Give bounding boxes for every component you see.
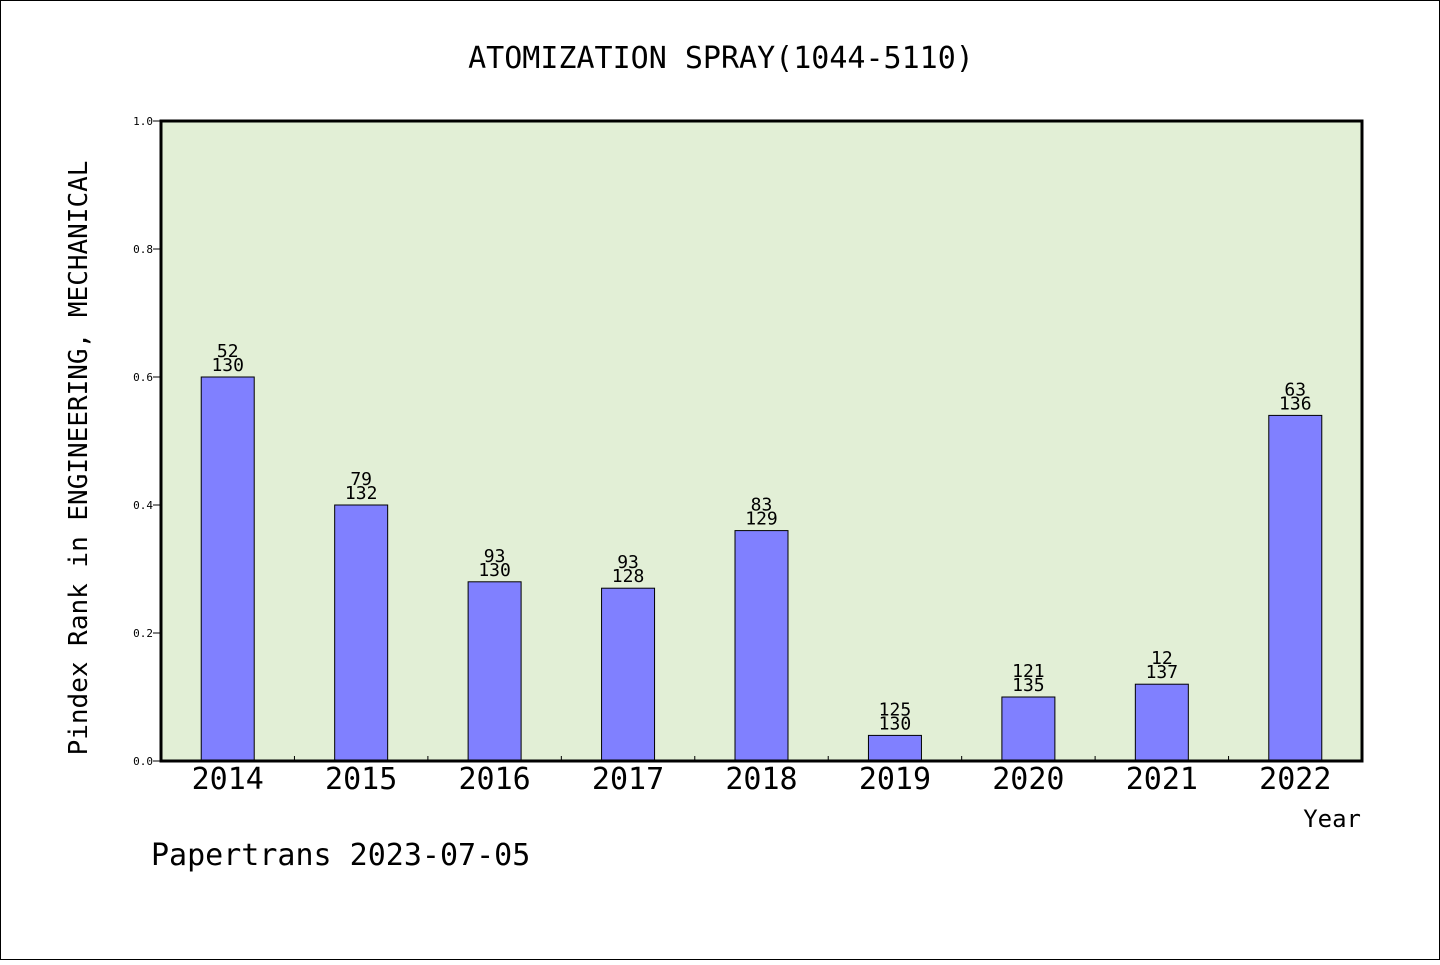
bar-2016 <box>467 581 522 762</box>
bar-rank-label: 125 <box>879 699 912 720</box>
chart-title: ATOMIZATION SPRAY(1044-5110) <box>468 41 974 76</box>
bar-total-label: 132 <box>345 483 378 504</box>
x-tick-label: 2014 <box>192 762 264 797</box>
bar-rank-label: 93 <box>484 546 506 567</box>
bar-2014 <box>200 376 255 762</box>
bar-total-label: 128 <box>612 566 645 587</box>
bar-rank-label: 79 <box>350 469 372 490</box>
bar-2017 <box>601 587 656 762</box>
bar-2018 <box>734 530 789 762</box>
bar-total-label: 135 <box>1012 675 1045 696</box>
plot-border <box>159 119 1364 763</box>
bar-total-label: 129 <box>745 509 778 530</box>
bar-2019 <box>867 734 922 762</box>
x-axis-label: Year <box>1303 805 1361 833</box>
y-tick-label: 1.0 <box>133 115 153 128</box>
x-tick-label: 2015 <box>325 762 397 797</box>
x-tick-label: 2021 <box>1126 762 1198 797</box>
bar-rank-label: 121 <box>1012 661 1045 682</box>
bar-rank-label: 83 <box>751 495 773 516</box>
y-tick-label: 0.8 <box>133 243 153 256</box>
bar-2015 <box>334 504 389 762</box>
bar-2020 <box>1001 696 1056 762</box>
y-tick-label: 0.4 <box>133 499 153 512</box>
bar-2021 <box>1134 683 1189 762</box>
x-tick-label: 2020 <box>992 762 1064 797</box>
bar-2022 <box>1268 414 1323 762</box>
x-tick-label: 2017 <box>592 762 664 797</box>
x-tick-label: 2019 <box>859 762 931 797</box>
bar-rank-label: 52 <box>217 341 239 362</box>
x-axis: 2014 2015 2016 2017 2018 2019 2020 2021 2022 <box>192 756 1331 797</box>
bar-rank-label: 63 <box>1284 379 1306 400</box>
footer-credit: Papertrans 2023-07-05 <box>151 838 530 873</box>
y-tick-label: 0.2 <box>133 627 153 640</box>
y-tick-label: 0.6 <box>133 371 153 384</box>
bar-total-label: 130 <box>879 713 912 734</box>
bar-rank-label: 12 <box>1151 648 1173 669</box>
x-tick-label: 2016 <box>458 762 530 797</box>
y-axis: 0.0 0.2 0.4 0.6 0.8 1.0 <box>133 115 161 768</box>
bar-total-label: 130 <box>211 355 244 376</box>
x-tick-label: 2018 <box>725 762 797 797</box>
bar-total-label: 130 <box>478 560 511 581</box>
bar-total-label: 137 <box>1146 662 1179 683</box>
y-tick-label: 0.0 <box>133 755 153 768</box>
bar-total-label: 136 <box>1279 393 1312 414</box>
bar-rank-label: 93 <box>617 552 639 573</box>
y-axis-label: Pindex Rank in ENGINEERING, MECHANICAL <box>64 161 94 756</box>
x-tick-label: 2022 <box>1259 762 1331 797</box>
